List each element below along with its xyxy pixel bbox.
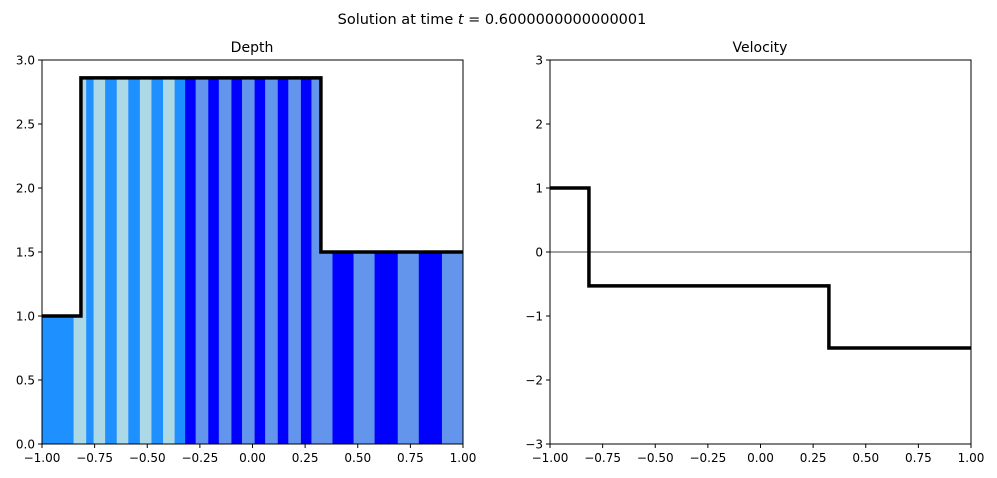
velocity-ytick-label: −2 (525, 374, 543, 388)
depth-stripe-25 (332, 252, 354, 444)
velocity-x-ticks: −1.00 −0.75 −0.50 −0.25 0.00 0.25 0.50 0.75 1.00 (532, 444, 985, 465)
depth-stripe-17 (241, 77, 256, 445)
depth-stripe-27 (374, 252, 399, 444)
depth-stripe-5 (105, 77, 118, 445)
depth-ytick-label: 2.0 (16, 182, 35, 196)
suptitle-eq: = (464, 12, 485, 28)
depth-stripe-3 (86, 77, 94, 445)
depth-title: Depth (231, 40, 274, 56)
depth-step-line (42, 76, 463, 318)
depth-xtick-label: −0.75 (76, 451, 113, 465)
velocity-xtick-label: 0.00 (747, 451, 774, 465)
depth-stripe-10 (163, 77, 176, 445)
depth-xtick-label: −0.50 (129, 451, 166, 465)
depth-stripe-7 (128, 77, 141, 445)
depth-stripe-13 (195, 77, 209, 445)
depth-ytick-label: 0.0 (16, 438, 35, 452)
velocity-xtick-label: −0.25 (689, 451, 726, 465)
depth-panel: Depth −1.00 −0.75 −0.50 −0.25 0.00 0.25 0.50 0.… (16, 40, 476, 465)
velocity-ytick-label: −3 (525, 438, 543, 452)
depth-xtick-label: 0.75 (397, 451, 424, 465)
depth-stripe-4 (93, 77, 106, 445)
depth-xtick-label: 0.00 (239, 451, 266, 465)
depth-stripe-20 (277, 77, 289, 445)
depth-stripe-8 (139, 77, 152, 445)
depth-stripe-28 (397, 252, 420, 444)
velocity-xtick-label: −0.75 (584, 451, 621, 465)
depth-y-ticks: 0.0 0.5 1.0 1.5 2.0 2.5 3.0 (16, 54, 42, 452)
depth-stripe-14 (208, 77, 220, 445)
velocity-panel: Velocity −1.00 −0.75 −0.50 −0.25 0.00 0.25 0.5… (525, 40, 984, 465)
depth-stripe-26 (353, 252, 375, 444)
depth-stripe-23 (311, 77, 322, 445)
velocity-xtick-label: 0.50 (852, 451, 879, 465)
depth-stripe-6 (116, 77, 129, 445)
depth-stripe-16 (231, 77, 243, 445)
velocity-ytick-label: 2 (535, 118, 543, 132)
depth-ytick-label: 3.0 (16, 54, 35, 68)
depth-ytick-label: 2.5 (16, 118, 35, 132)
depth-stripe-24 (320, 252, 333, 444)
figure-suptitle: Solution at time t = 0.6000000000000001 (338, 12, 647, 28)
depth-stripe-9 (151, 77, 164, 445)
depth-x-ticks: −1.00 −0.75 −0.50 −0.25 0.00 0.25 0.50 0.75 1.00 (24, 444, 477, 465)
depth-stripe-22 (300, 77, 312, 445)
velocity-xtick-label: 0.25 (800, 451, 827, 465)
depth-stripe-29 (418, 252, 443, 444)
depth-stripe-2 (80, 77, 87, 445)
velocity-y-ticks: −3 −2 −1 0 1 2 3 (525, 54, 550, 452)
suptitle-var: t (458, 12, 465, 28)
velocity-xtick-label: 1.00 (958, 451, 985, 465)
depth-stripe-15 (218, 77, 232, 445)
velocity-xtick-label: 0.75 (905, 451, 932, 465)
depth-xtick-label: 0.25 (292, 451, 319, 465)
velocity-xtick-label: −1.00 (532, 451, 569, 465)
depth-stripe-12 (185, 77, 197, 445)
velocity-ytick-label: 3 (535, 54, 543, 68)
velocity-ytick-label: 1 (535, 182, 543, 196)
velocity-ytick-label: 0 (535, 246, 543, 260)
velocity-line-group (550, 186, 971, 350)
depth-ytick-label: 0.5 (16, 374, 35, 388)
depth-stripe-21 (288, 77, 302, 445)
depth-stripe-1 (73, 316, 82, 444)
depth-ytick-label: 1.0 (16, 310, 35, 324)
velocity-title: Velocity (733, 40, 788, 56)
depth-stripe-0 (42, 316, 74, 444)
depth-stripe-18 (254, 77, 266, 445)
depth-xtick-label: 0.50 (344, 451, 371, 465)
depth-xtick-label: −0.25 (181, 451, 218, 465)
depth-stripes (42, 77, 464, 445)
depth-stripe-19 (265, 77, 279, 445)
velocity-ytick-label: −1 (525, 310, 543, 324)
suptitle-prefix: Solution at time (338, 12, 458, 28)
depth-line-group (42, 76, 463, 318)
depth-stripe-11 (174, 77, 186, 445)
depth-xtick-label: −1.00 (24, 451, 61, 465)
velocity-step-line (550, 186, 971, 350)
depth-xtick-label: 1.00 (450, 451, 477, 465)
velocity-xtick-label: −0.50 (637, 451, 674, 465)
depth-ytick-label: 1.5 (16, 246, 35, 260)
depth-stripe-30 (441, 252, 464, 444)
suptitle-value: 0.6000000000000001 (485, 12, 646, 28)
